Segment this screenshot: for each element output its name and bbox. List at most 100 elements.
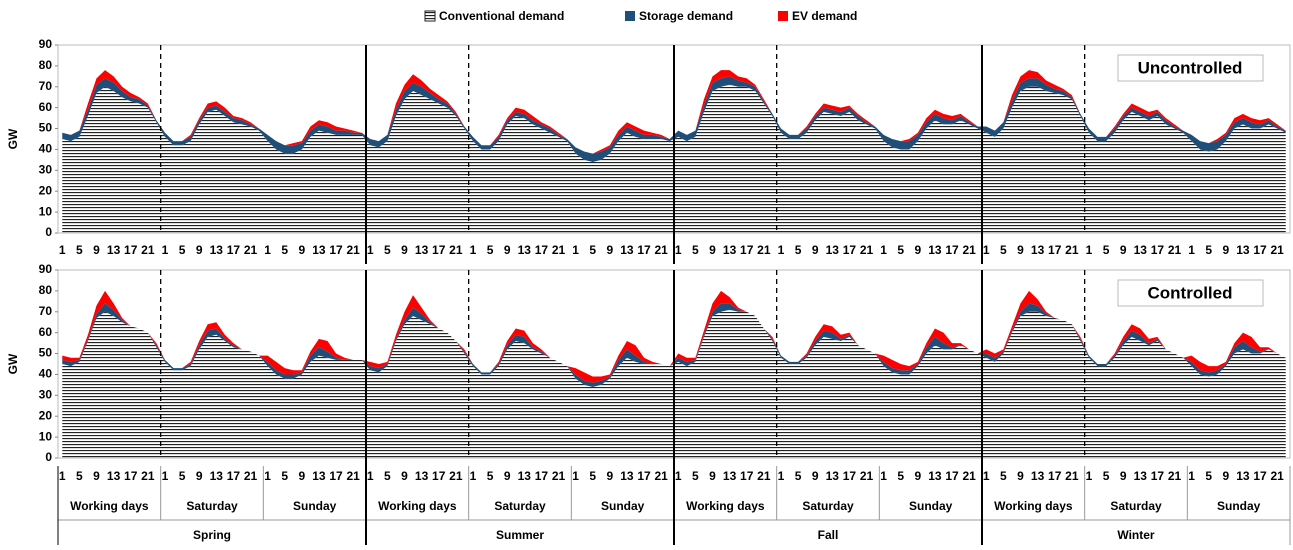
- legend-label: Conventional demand: [439, 9, 564, 23]
- season-label: Winter: [1117, 528, 1155, 542]
- x-tick-label: 5: [795, 469, 802, 483]
- x-tick-label: 1: [1086, 243, 1093, 257]
- x-tick-label: 1: [367, 243, 374, 257]
- x-tick-label: 21: [654, 469, 668, 483]
- x-tick-label: 21: [1168, 469, 1182, 483]
- x-tick-label: 21: [141, 243, 155, 257]
- x-tick-label: 5: [76, 469, 83, 483]
- x-tick-label: 9: [93, 243, 100, 257]
- annotation: Uncontrolled: [1138, 58, 1243, 77]
- x-tick-label: 17: [227, 243, 241, 257]
- day-label: Sunday: [909, 499, 953, 513]
- legend-swatch: [778, 11, 788, 21]
- x-tick-label: 17: [740, 469, 754, 483]
- y-tick-label: 90: [39, 262, 53, 276]
- y-tick-label: 50: [39, 121, 53, 135]
- y-tick-label: 70: [39, 304, 53, 318]
- x-tick-label: 13: [1134, 469, 1148, 483]
- season-label: Spring: [193, 528, 231, 542]
- x-tick-label: 17: [1253, 243, 1267, 257]
- x-tick-label: 9: [298, 469, 305, 483]
- x-tick-label: 9: [196, 243, 203, 257]
- x-tick-label: 21: [860, 243, 874, 257]
- x-tick-label: 1: [264, 243, 271, 257]
- x-tick-label: 5: [897, 469, 904, 483]
- x-tick-label: 9: [914, 469, 921, 483]
- season-label: Fall: [818, 528, 839, 542]
- x-tick-label: 9: [1222, 469, 1229, 483]
- annotation-box: [1117, 54, 1264, 82]
- x-tick-label: 1: [778, 469, 785, 483]
- x-tick-label: 5: [1205, 243, 1212, 257]
- x-tick-label: 13: [107, 243, 121, 257]
- x-tick-label: 13: [1236, 243, 1250, 257]
- annotation-box: [1117, 279, 1264, 307]
- x-tick-label: 5: [897, 243, 904, 257]
- x-tick-label: 21: [141, 469, 155, 483]
- x-tick-label: 5: [1000, 469, 1007, 483]
- y-tick-label: 10: [39, 429, 53, 443]
- x-tick-label: 1: [675, 469, 682, 483]
- x-tick-label: 9: [93, 469, 100, 483]
- x-tick-label: 9: [606, 469, 613, 483]
- x-tick-label: 17: [1048, 469, 1062, 483]
- day-label: Saturday: [494, 499, 546, 513]
- x-tick-label: 5: [1103, 243, 1110, 257]
- x-tick-label: 5: [692, 243, 699, 257]
- x-tick-label: 17: [535, 469, 549, 483]
- y-tick-label: 30: [39, 163, 53, 177]
- x-tick-label: 21: [346, 469, 360, 483]
- x-tick-label: 21: [1270, 469, 1284, 483]
- x-tick-label: 5: [384, 469, 391, 483]
- x-tick-label: 13: [415, 469, 429, 483]
- day-label: Sunday: [1217, 499, 1261, 513]
- x-tick-label: 17: [329, 243, 343, 257]
- y-tick-label: 40: [39, 367, 53, 381]
- x-tick-label: 1: [572, 243, 579, 257]
- x-tick-label: 21: [1065, 469, 1079, 483]
- x-tick-label: 5: [589, 243, 596, 257]
- x-tick-label: 1: [264, 469, 271, 483]
- day-label: Saturday: [802, 499, 854, 513]
- x-tick-label: 9: [1017, 469, 1024, 483]
- x-tick-label: 1: [983, 469, 990, 483]
- x-tick-label: 13: [312, 469, 326, 483]
- day-label: Saturday: [1110, 499, 1162, 513]
- y-tick-label: 80: [39, 283, 53, 297]
- x-tick-label: 1: [778, 243, 785, 257]
- x-tick-label: 9: [812, 243, 819, 257]
- x-tick-label: 5: [589, 469, 596, 483]
- x-tick-label: 21: [244, 243, 258, 257]
- x-tick-label: 21: [860, 469, 874, 483]
- x-tick-label: 21: [552, 243, 566, 257]
- x-tick-label: 17: [637, 243, 651, 257]
- x-tick-label: 21: [757, 243, 771, 257]
- x-tick-label: 21: [449, 243, 463, 257]
- x-tick-label: 21: [757, 469, 771, 483]
- x-tick-label: 1: [572, 469, 579, 483]
- x-tick-label: 1: [675, 243, 682, 257]
- area-series: [62, 303, 1286, 387]
- x-tick-label: 1: [1188, 243, 1195, 257]
- x-tick-label: 13: [826, 243, 840, 257]
- x-tick-label: 17: [535, 243, 549, 257]
- season-label: Summer: [496, 528, 544, 542]
- x-tick-label: 21: [1168, 243, 1182, 257]
- x-tick-label: 9: [504, 469, 511, 483]
- x-tick-label: 21: [962, 243, 976, 257]
- x-tick-label: 13: [620, 469, 634, 483]
- legend-label: Storage demand: [639, 9, 733, 23]
- x-tick-label: 17: [329, 469, 343, 483]
- y-tick-label: 50: [39, 346, 53, 360]
- x-tick-label: 17: [227, 469, 241, 483]
- x-tick-label: 5: [1103, 469, 1110, 483]
- x-tick-label: 1: [162, 469, 169, 483]
- x-tick-label: 17: [1253, 469, 1267, 483]
- x-tick-label: 1: [470, 469, 477, 483]
- x-tick-label: 1: [162, 243, 169, 257]
- day-label: Saturday: [186, 499, 238, 513]
- y-tick-label: 30: [39, 388, 53, 402]
- x-tick-label: 21: [1065, 243, 1079, 257]
- x-tick-label: 5: [1000, 243, 1007, 257]
